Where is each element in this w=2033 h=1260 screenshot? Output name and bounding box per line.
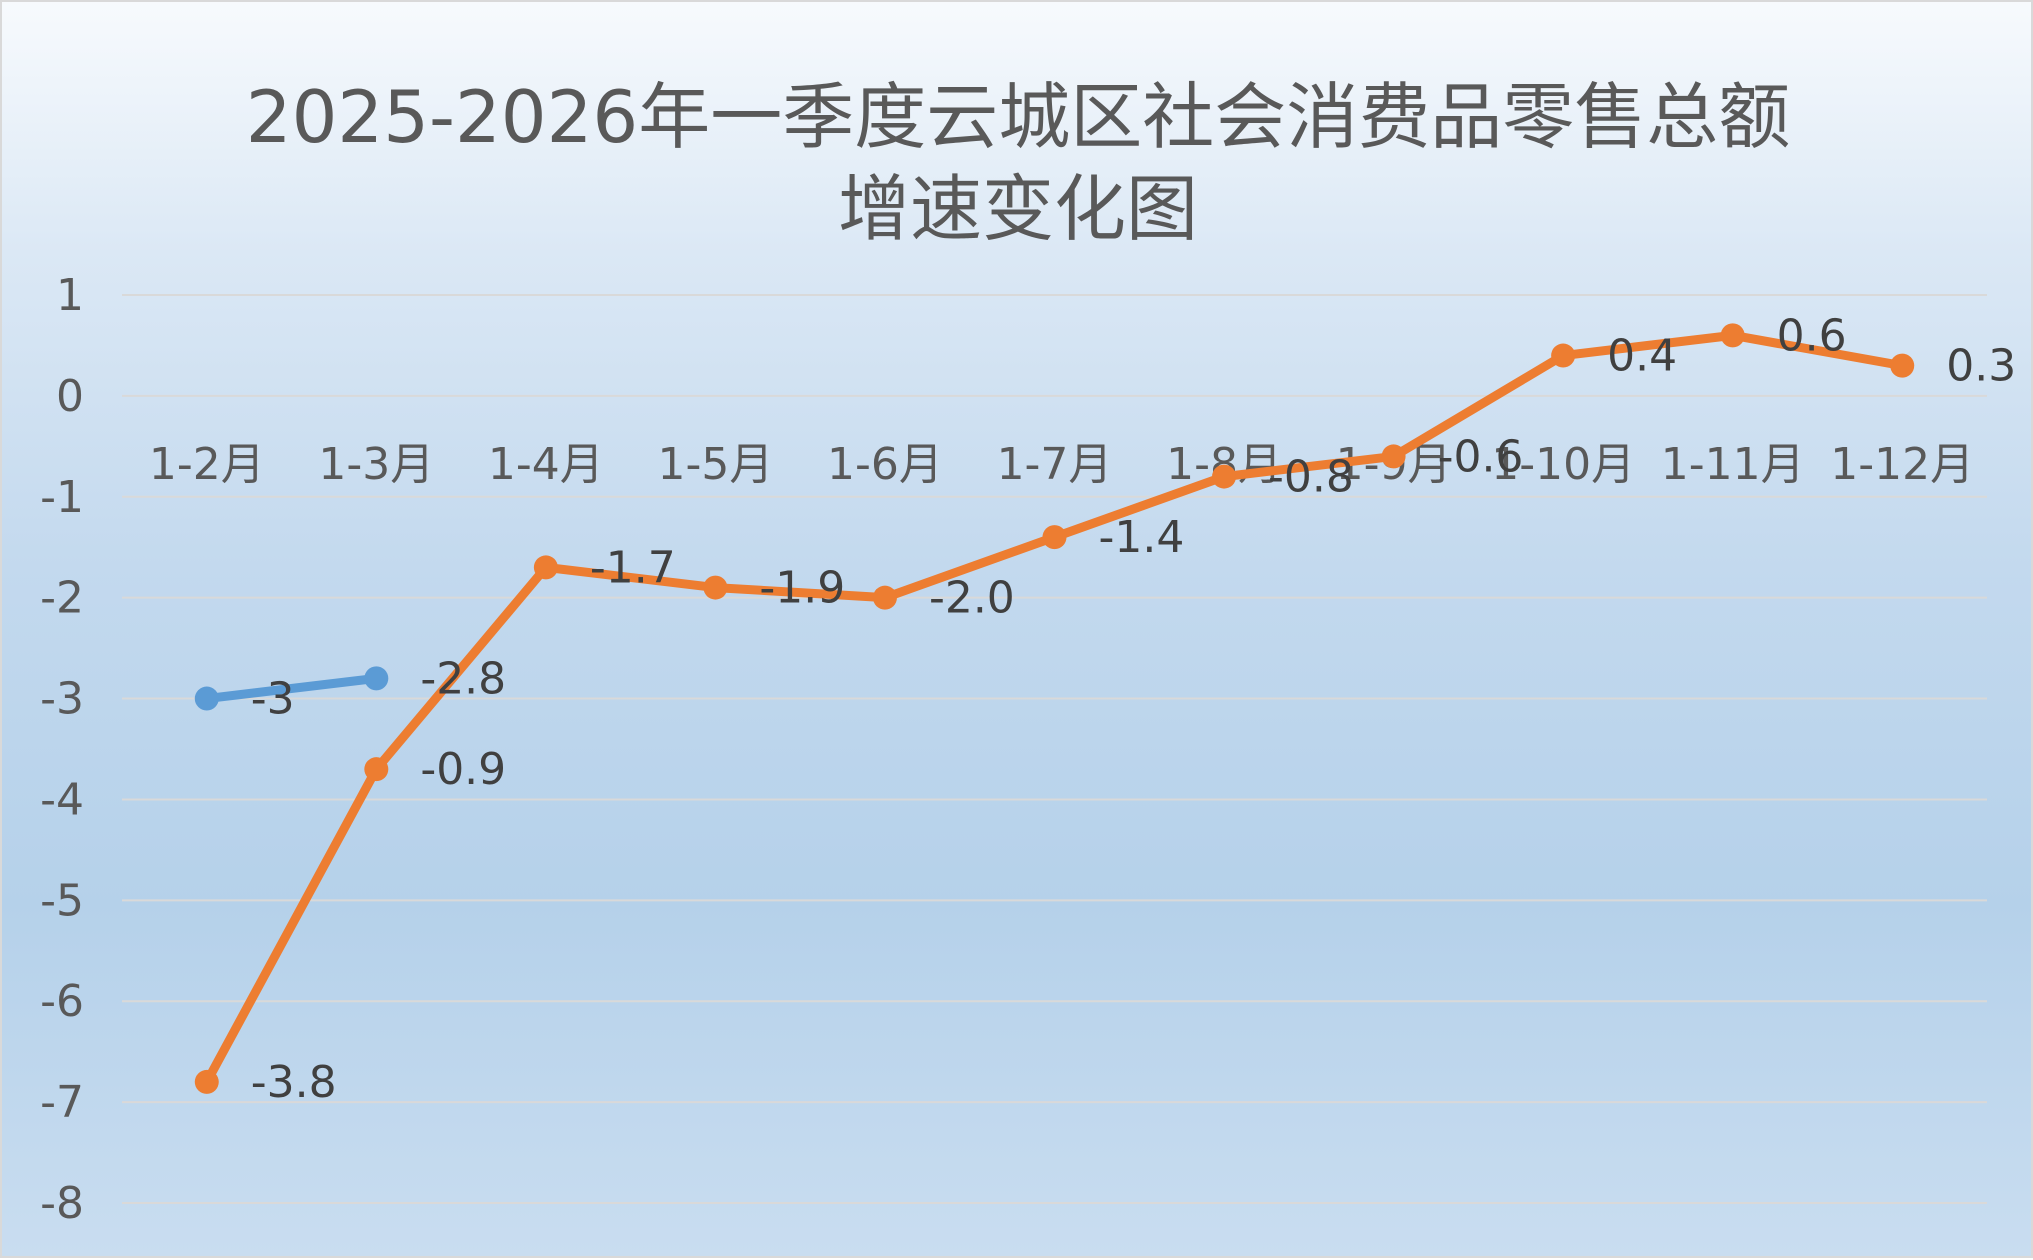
data-point [1890,353,1915,378]
x-tick-label: 1-3月 [318,439,434,490]
data-label: 0.4 [1607,331,1677,382]
data-point [194,686,219,711]
data-point [1212,464,1237,489]
y-tick-label: -1 [40,472,84,523]
data-label: -2.8 [420,653,506,704]
x-tick-label: 1-6月 [827,439,943,490]
chart-title-line-2: 增速变化图 [838,167,1198,251]
data-label: -0.9 [420,744,506,795]
data-label: -1.7 [590,542,676,593]
data-point [1720,323,1745,348]
series-lines [194,323,1915,1094]
data-label: -3 [251,674,295,725]
data-point [703,575,728,600]
y-tick-label: 0 [56,371,84,422]
y-tick-label: -2 [40,573,84,624]
data-point [364,757,389,782]
chart-title: 2025-2026年一季度云城区社会消费品零售总额 增速变化图 [246,75,1790,251]
x-tick-label: 1-7月 [997,439,1113,490]
x-tick-label: 1-2月 [149,439,265,490]
y-tick-label: -7 [40,1077,84,1128]
data-point [1551,343,1576,368]
data-point [872,585,897,610]
data-label: -0.6 [1438,431,1524,482]
data-label: -2.0 [929,573,1015,624]
data-label: 0.3 [1946,341,2016,392]
series-line [202,673,381,704]
data-label: -1.4 [1099,512,1185,563]
data-point [364,666,389,691]
x-tick-label: 1-12月 [1830,439,1974,490]
gridlines [122,294,1987,1204]
y-tick-label: -8 [40,1178,84,1229]
data-point [194,1069,219,1094]
data-labels: -3 -2.8 -3.8 -0.9 -1.7 -1.9 -2.0 -1.4 -0.8 -0.6 0.… [251,310,2016,1108]
y-tick-label: -3 [40,674,84,725]
x-tick-label: 1-10月 [1491,439,1635,490]
x-axis-tick-labels: 1-2月1-3月1-4月1-5月1-6月1-7月1-8月1-9月1-10月1-1… [149,439,1974,490]
x-tick-label: 1-4月 [488,439,604,490]
chart-title-line-1: 2025-2026年一季度云城区社会消费品零售总额 [246,75,1790,159]
y-tick-label: -6 [40,976,84,1027]
data-label: -3.8 [251,1057,337,1108]
x-tick-label: 1-11月 [1661,439,1805,490]
y-tick-label: -5 [40,875,84,926]
x-tick-label: 1-5月 [657,439,773,490]
y-axis-tick-labels: 1 0 -1 -2 -3 -4 -5 -6 -7 -8 [40,270,84,1229]
data-point [533,555,558,580]
y-tick-label: 1 [56,270,84,321]
data-point [1381,444,1406,469]
data-point [1042,525,1067,550]
data-label: 0.6 [1777,310,1847,361]
data-label: -1.9 [759,563,845,614]
y-tick-label: -4 [40,774,84,825]
data-label: -0.8 [1268,452,1354,503]
